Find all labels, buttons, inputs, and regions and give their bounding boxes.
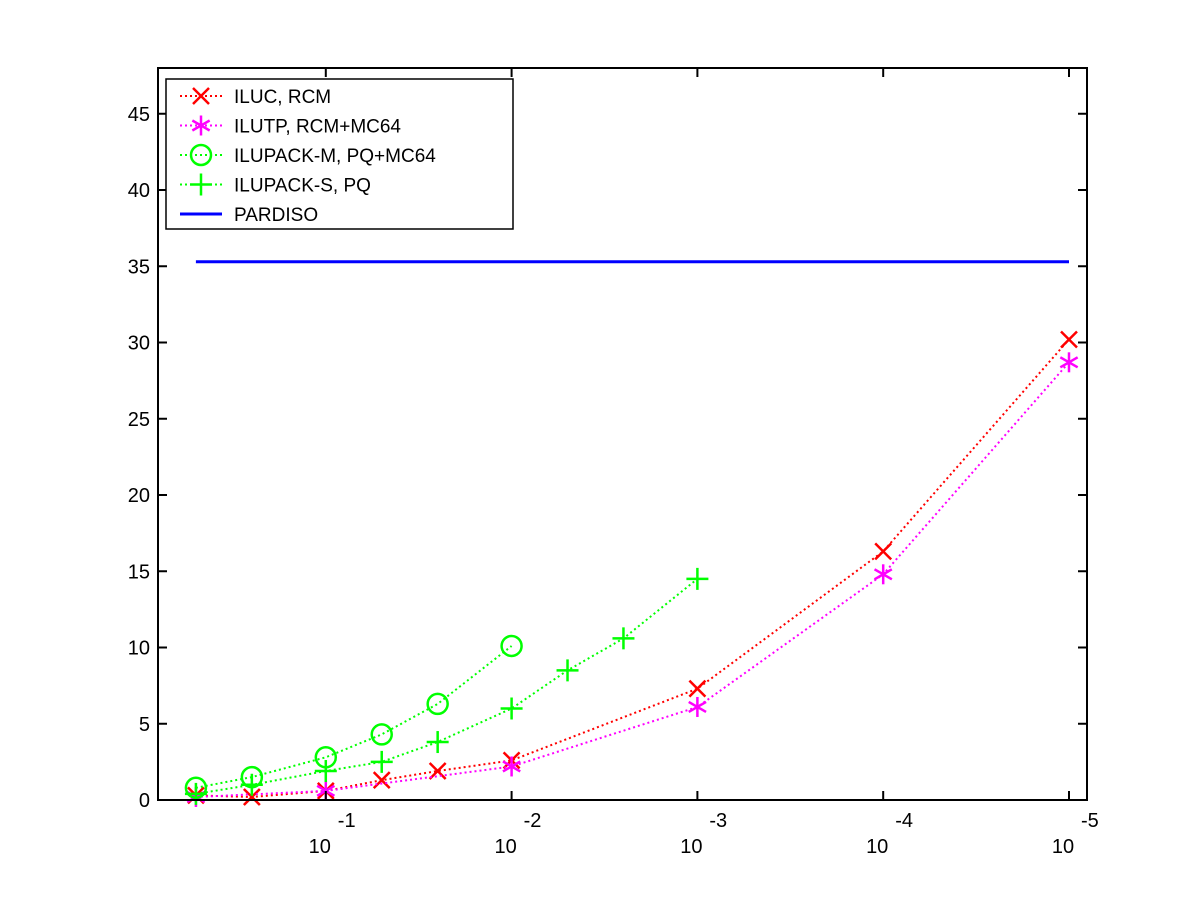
- data-point: [556, 659, 579, 682]
- data-point: [500, 697, 523, 720]
- y-tick-label: 35: [128, 256, 150, 278]
- y-tick: 15: [128, 561, 1087, 583]
- y-tick-label: 40: [128, 180, 150, 202]
- x-tick-exponent: -1: [338, 810, 356, 832]
- data-point: [688, 696, 707, 717]
- y-tick: 35: [128, 256, 1087, 278]
- data-point: [1060, 330, 1078, 349]
- y-tick-label: 30: [128, 333, 150, 355]
- axes: 0 5 10 15 20 25 30 35 40 45 10 -1 10 -2 10 -3 10 -4 10 -5: [128, 67, 1099, 858]
- legend-label: PARDISO: [234, 205, 318, 226]
- y-tick-label: 20: [128, 485, 150, 507]
- x-tick-exponent: -3: [709, 810, 727, 832]
- legend-marker: [191, 115, 211, 136]
- x-tick-exponent: -5: [1081, 810, 1099, 832]
- legend: ILUC, RCM ILUTP, RCM+MC64 ILUPACK-M, PQ+MC…: [165, 78, 514, 230]
- series-1: [186, 352, 1079, 807]
- legend-entry: ILUTP, RCM+MC64: [180, 115, 401, 138]
- x-tick: 10 -1: [309, 68, 356, 858]
- data-point: [1059, 352, 1079, 373]
- data-point: [240, 773, 263, 796]
- data-point: [184, 782, 207, 805]
- x-tick-base: 10: [866, 836, 888, 858]
- x-tick-exponent: -2: [524, 810, 542, 832]
- series-line-1: [195, 361, 1070, 798]
- legend-box: [165, 78, 514, 230]
- legend-entry: ILUPACK-S, PQ: [180, 173, 371, 197]
- y-tick: 25: [128, 409, 1087, 431]
- x-tick-base: 10: [680, 836, 702, 858]
- series-line-3: [195, 578, 699, 795]
- legend-marker: [192, 87, 210, 105]
- legend-label: ILUTP, RCM+MC64: [234, 117, 401, 138]
- y-tick-label: 25: [128, 409, 150, 431]
- y-tick-label: 0: [139, 790, 150, 812]
- data-point: [370, 750, 393, 773]
- y-tick: 40: [128, 180, 1087, 202]
- y-tick-label: 5: [139, 714, 150, 736]
- y-tick: 30: [128, 333, 1087, 355]
- y-tick: 0: [139, 790, 1087, 812]
- x-tick: 10 -5: [1052, 68, 1099, 858]
- data-point: [370, 723, 393, 746]
- x-tick-base: 10: [1052, 836, 1074, 858]
- series-3: [184, 567, 709, 805]
- data-point: [502, 756, 521, 777]
- y-tick-label: 45: [128, 104, 150, 126]
- data-point: [426, 692, 449, 716]
- legend-label: ILUPACK-M, PQ+MC64: [234, 146, 436, 167]
- data-point: [874, 542, 893, 561]
- legend-marker: [190, 173, 212, 196]
- x-tick: 10 -3: [680, 68, 727, 858]
- x-tick-base: 10: [494, 836, 516, 858]
- legend-label: ILUPACK-S, PQ: [234, 176, 371, 197]
- x-tick: 10 -4: [866, 68, 913, 858]
- data-point: [314, 760, 337, 783]
- series-2: [184, 634, 523, 800]
- data-point: [428, 762, 447, 780]
- series-0: [187, 330, 1078, 806]
- data-point: [612, 627, 635, 650]
- legend-entry: PARDISO: [180, 205, 318, 226]
- series-line-0: [195, 338, 1070, 799]
- legend-entry: ILUC, RCM: [180, 87, 331, 108]
- y-tick: 45: [128, 104, 1087, 126]
- y-tick: 20: [128, 485, 1087, 507]
- plot-area: [184, 260, 1079, 807]
- legend-label: ILUC, RCM: [234, 87, 331, 108]
- y-tick-label: 10: [128, 638, 150, 660]
- y-tick: 5: [139, 714, 1087, 736]
- legend-marker: [189, 143, 213, 167]
- y-tick-label: 15: [128, 561, 150, 583]
- data-point: [242, 788, 261, 806]
- data-point: [873, 564, 893, 585]
- legend-entry: ILUPACK-M, PQ+MC64: [180, 143, 436, 167]
- data-point: [688, 679, 707, 698]
- data-point: [500, 634, 523, 658]
- x-tick-base: 10: [309, 836, 331, 858]
- data-point: [426, 731, 449, 754]
- x-tick: 10 -2: [494, 68, 541, 858]
- axes-frame: [157, 67, 1088, 801]
- data-point: [686, 567, 709, 590]
- x-tick-exponent: -4: [895, 810, 913, 832]
- data-point: [372, 771, 391, 790]
- y-tick: 10: [128, 638, 1087, 660]
